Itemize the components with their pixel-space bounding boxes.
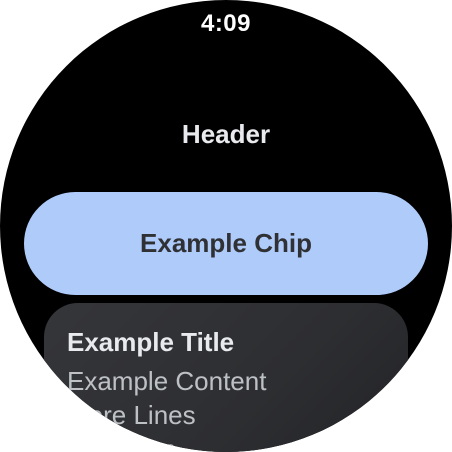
chip-label: Example Chip (140, 228, 312, 258)
list-header: Header (181, 119, 271, 149)
example-chip[interactable]: Example Chip (24, 192, 428, 295)
card-content-line: and More (67, 434, 177, 452)
time-text: 4:09 (200, 10, 252, 37)
example-card[interactable]: Example Title Example Content More Lines… (44, 303, 408, 452)
card-content-line: Example Content (67, 366, 267, 396)
card-title: Example Title (67, 327, 235, 357)
card-content-line: More Lines (67, 400, 196, 430)
